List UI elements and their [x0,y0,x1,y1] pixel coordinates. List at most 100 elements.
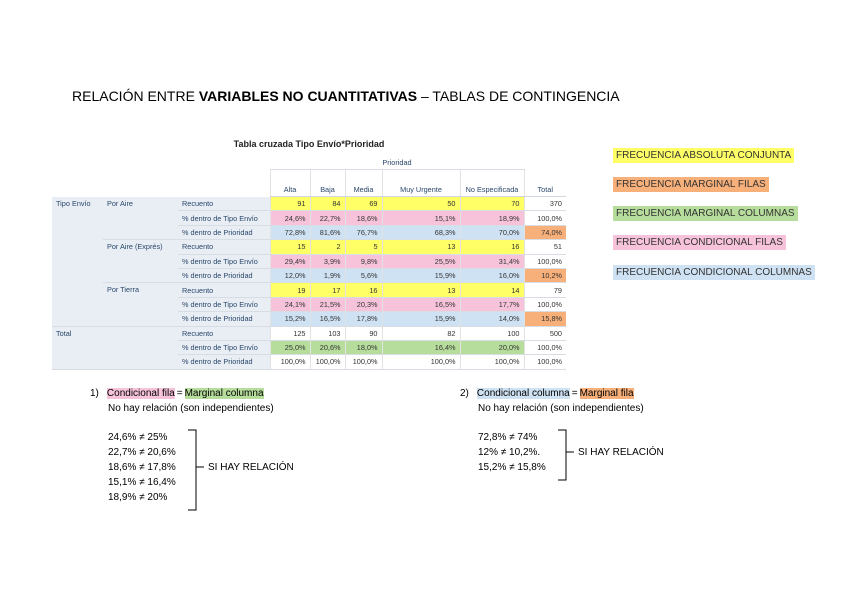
note-conclusion: SI HAY RELACIÓN [208,462,294,473]
cell: 16,5% [381,297,460,313]
bracket [558,429,574,481]
column-header: Media [344,169,382,197]
note-number: 1) [90,388,99,399]
cell: 5 [344,239,382,255]
page-title: RELACIÓN ENTRE VARIABLES NO CUANTITATIVA… [72,88,620,104]
legend-item: FRECUENCIA MARGINAL COLUMNAS [613,206,798,221]
cell: 100 [459,326,524,341]
legend-item: FRECUENCIA ABSOLUTA CONJUNTA [613,148,795,163]
cell: 18,9% [459,210,524,226]
cell: 20,3% [344,297,382,313]
cell: 24,1% [269,297,310,313]
cell: 70,0% [459,225,524,241]
cell: 100,0% [381,354,460,370]
row-group: Tipo Envío [52,196,103,327]
bracket [188,429,204,511]
row-subgroup: Por Tierra [103,282,178,327]
cell: 81,6% [309,225,345,241]
cell: 125 [269,326,310,341]
row-label: Recuento [178,326,270,341]
note-eq: = [571,388,578,399]
note-item: 22,7% ≠ 20,6% [108,447,176,458]
legend-item: FRECUENCIA CONDICIONAL FILAS [613,235,786,250]
cell: 18,6% [344,210,382,226]
cell: 16 [344,282,382,298]
table-row: Tipo Envío Por Aire Recuento 91 84 69 50 70 370 [52,196,566,327]
column-header: Baja [309,169,345,197]
table-row: Por Aire (Exprés) Recuento 15 2 5 13 16 51 [52,239,566,284]
row-label: % dentro de Prioridad [178,268,270,284]
table-row: % dentro de Tipo Envío 24,1% 21,5% 20,3% 16,… [52,297,566,313]
cell: 91 [269,196,310,212]
cell: 100,0% [523,354,566,370]
cell: 84 [309,196,345,212]
cell: 76,7% [344,225,382,241]
header-row: Prioridad [52,155,566,170]
cell: 14,0% [459,311,524,327]
cell: 90 [344,326,382,341]
table-title: Tabla cruzada Tipo Envío*Prioridad [233,139,385,149]
table-row: % dentro de Prioridad 15,2% 16,5% 17,8% 15,9… [52,311,566,327]
row-label: Recuento [178,282,270,298]
cell: 21,5% [309,297,345,313]
cell: 12,0% [269,268,310,284]
cell: 51 [523,239,566,255]
cell: 17 [309,282,345,298]
cell: 2 [309,239,345,255]
cell: 68,3% [381,225,460,241]
cell: 31,4% [459,254,524,269]
note-item: 12% ≠ 10,2%. [478,447,541,458]
cell: 19 [269,282,310,298]
cell: 25,0% [269,340,310,356]
table-row: % dentro de Tipo Envío 24,6% 22,7% 18,6% 15,… [52,210,566,226]
cell: 13 [381,282,460,298]
cell: 15,2% [269,311,310,327]
table-row: % dentro de Prioridad 100,0% 100,0% 100,0% 1… [52,354,566,370]
column-header: Alta [269,169,310,197]
cell: 100,0% [523,210,566,226]
cell: 370 [523,196,566,212]
column-header: No Especificada [459,169,524,197]
table-row: Por Tierra Recuento 19 17 16 13 14 79 [52,282,566,327]
cell: 100,0% [309,354,345,370]
note-left: Condicional columna [476,388,570,399]
note-item: 18,6% ≠ 17,8% [108,462,176,473]
note-number: 2) [460,388,469,399]
note-right: Marginal fila [579,388,634,399]
cell: 79 [523,282,566,298]
row-label: % dentro de Tipo Envío [178,254,270,269]
note-item: 15,2% ≠ 15,8% [478,462,546,473]
note-item: 72,8% ≠ 74% [478,432,538,443]
row-label: % dentro de Tipo Envío [178,210,270,226]
table-row: % dentro de Tipo Envío 29,4% 3,9% 9,8% 25,5%… [52,254,566,269]
cell: 16,5% [309,311,345,327]
cell: 15,1% [381,210,460,226]
note-item: 15,1% ≠ 16,4% [108,477,176,488]
cell: 100,0% [269,354,310,370]
header-row: Alta Baja Media Muy Urgente No Especificada T… [52,169,566,197]
note-right: Marginal columna [184,388,264,399]
cell: 100,0% [523,340,566,356]
cell: 14 [459,282,524,298]
contingency-table: Prioridad Alta Baja Media Muy Urgente No Espe… [52,155,566,370]
cell: 50 [381,196,460,212]
cell: 10,2% [523,268,566,284]
row-label: % dentro de Tipo Envío [178,297,270,313]
row-subgroup: Por Aire (Exprés) [103,239,178,284]
cell: 15 [269,239,310,255]
cell: 16 [459,239,524,255]
cell: 24,6% [269,210,310,226]
row-label: % dentro de Prioridad [178,354,270,370]
cell: 13 [381,239,460,255]
cell: 18,0% [344,340,382,356]
table-row: % dentro de Prioridad 12,0% 1,9% 5,6% 15,9% 1… [52,268,566,284]
note-subtitle: No hay relación (son independientes) [478,403,644,414]
cell: 9,8% [344,254,382,269]
cell: 15,9% [381,268,460,284]
cell: 100,0% [523,254,566,269]
row-label: % dentro de Prioridad [178,225,270,241]
cell: 20,6% [309,340,345,356]
cell: 22,7% [309,210,345,226]
cell: 16,4% [381,340,460,356]
